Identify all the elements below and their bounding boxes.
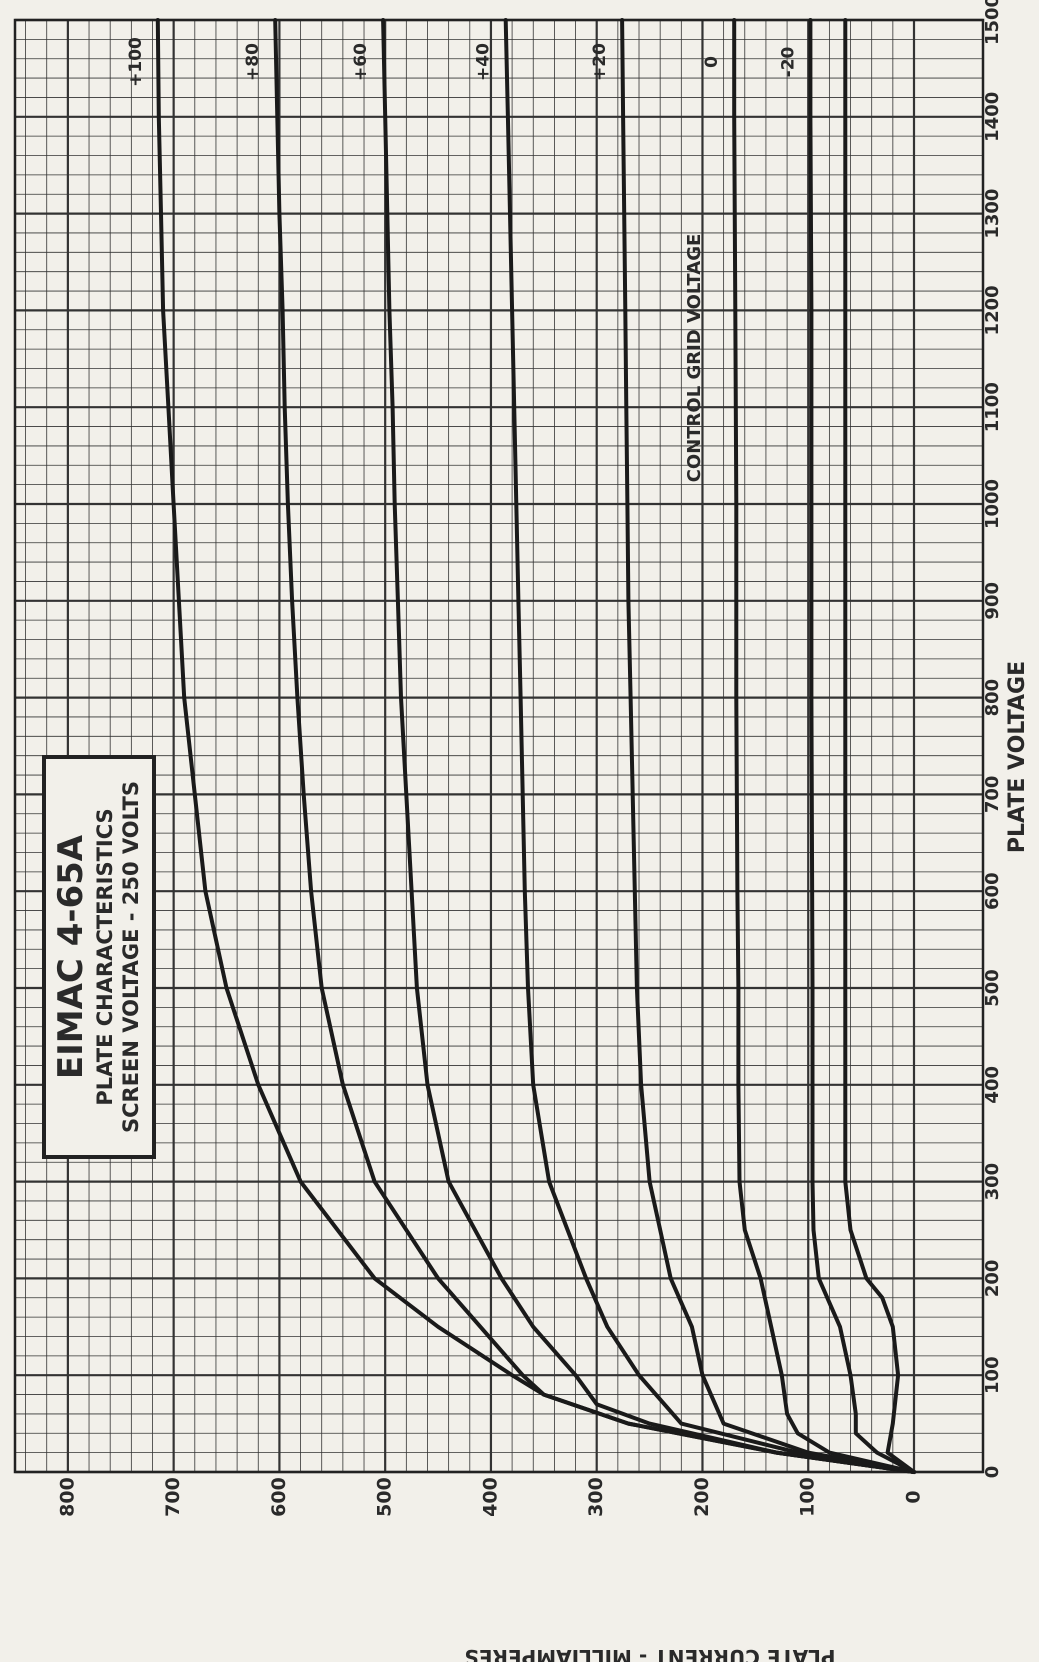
control-grid-label: CONTROL GRID VOLTAGE (684, 234, 705, 483)
title-box-border (42, 755, 156, 1159)
x-tick-label: 1400 (982, 92, 1003, 142)
chart-subtitle-1: PLATE CHARACTERISTICS (93, 808, 117, 1105)
series-label: +100 (126, 37, 146, 87)
title-box: EIMAC 4-65A PLATE CHARACTERISTICS SCREEN… (42, 755, 156, 1159)
y-tick-label: 600 (268, 1477, 290, 1517)
series-label: +20 (590, 43, 610, 81)
x-tick-label: 600 (982, 872, 1003, 910)
series-label: 0 (702, 56, 722, 68)
y-tick-label: 400 (479, 1477, 501, 1517)
series-line (273, 18, 916, 1474)
x-tick-label: 900 (982, 582, 1003, 620)
grid (13, 18, 985, 1474)
x-axis-label: PLATE VOLTAGE (1005, 661, 1030, 853)
x-tick-label: 1200 (982, 285, 1003, 335)
x-tick-label: 800 (982, 679, 1003, 717)
series-label: +60 (351, 43, 371, 81)
x-tick-label: 500 (982, 969, 1003, 1007)
curves (155, 18, 916, 1474)
y-tick-label: 500 (374, 1477, 396, 1517)
y-tick-label: 0 (903, 1490, 925, 1503)
series-line (620, 18, 916, 1474)
labels: 0100200300400500600700800900100011001200… (56, 0, 1003, 1517)
series-line (732, 18, 916, 1474)
y-tick-label: 800 (56, 1477, 78, 1517)
series-line (155, 18, 916, 1474)
chart-title: EIMAC 4-65A (51, 834, 91, 1079)
x-tick-label: 100 (982, 1356, 1003, 1394)
x-tick-label: 400 (982, 1066, 1003, 1104)
x-tick-label: 1000 (982, 479, 1003, 529)
series-label: -20 (778, 46, 798, 77)
x-tick-label: 1500 (982, 0, 1003, 45)
series-line (381, 18, 916, 1474)
x-tick-label: 1300 (982, 189, 1003, 239)
x-tick-label: 700 (982, 776, 1003, 814)
y-tick-label: 200 (691, 1477, 713, 1517)
series-line (808, 18, 916, 1474)
series-line-extra (843, 18, 916, 1474)
series-line (503, 18, 916, 1474)
y-tick-label: 700 (162, 1477, 184, 1517)
plot-border (13, 18, 985, 1474)
x-tick-label: 300 (982, 1163, 1003, 1201)
series-label: +40 (474, 43, 494, 81)
y-tick-label: 300 (585, 1477, 607, 1517)
x-tick-label: 0 (982, 1466, 1003, 1479)
x-tick-label: 200 (982, 1260, 1003, 1298)
y-tick-label: 100 (797, 1477, 819, 1517)
x-tick-label: 1100 (982, 382, 1003, 432)
chart-subtitle-2: SCREEN VOLTAGE - 250 VOLTS (119, 781, 143, 1133)
y-axis-label: PLATE CURRENT - MILLIAMPERES (464, 1645, 835, 1662)
series-label: +80 (243, 43, 263, 81)
